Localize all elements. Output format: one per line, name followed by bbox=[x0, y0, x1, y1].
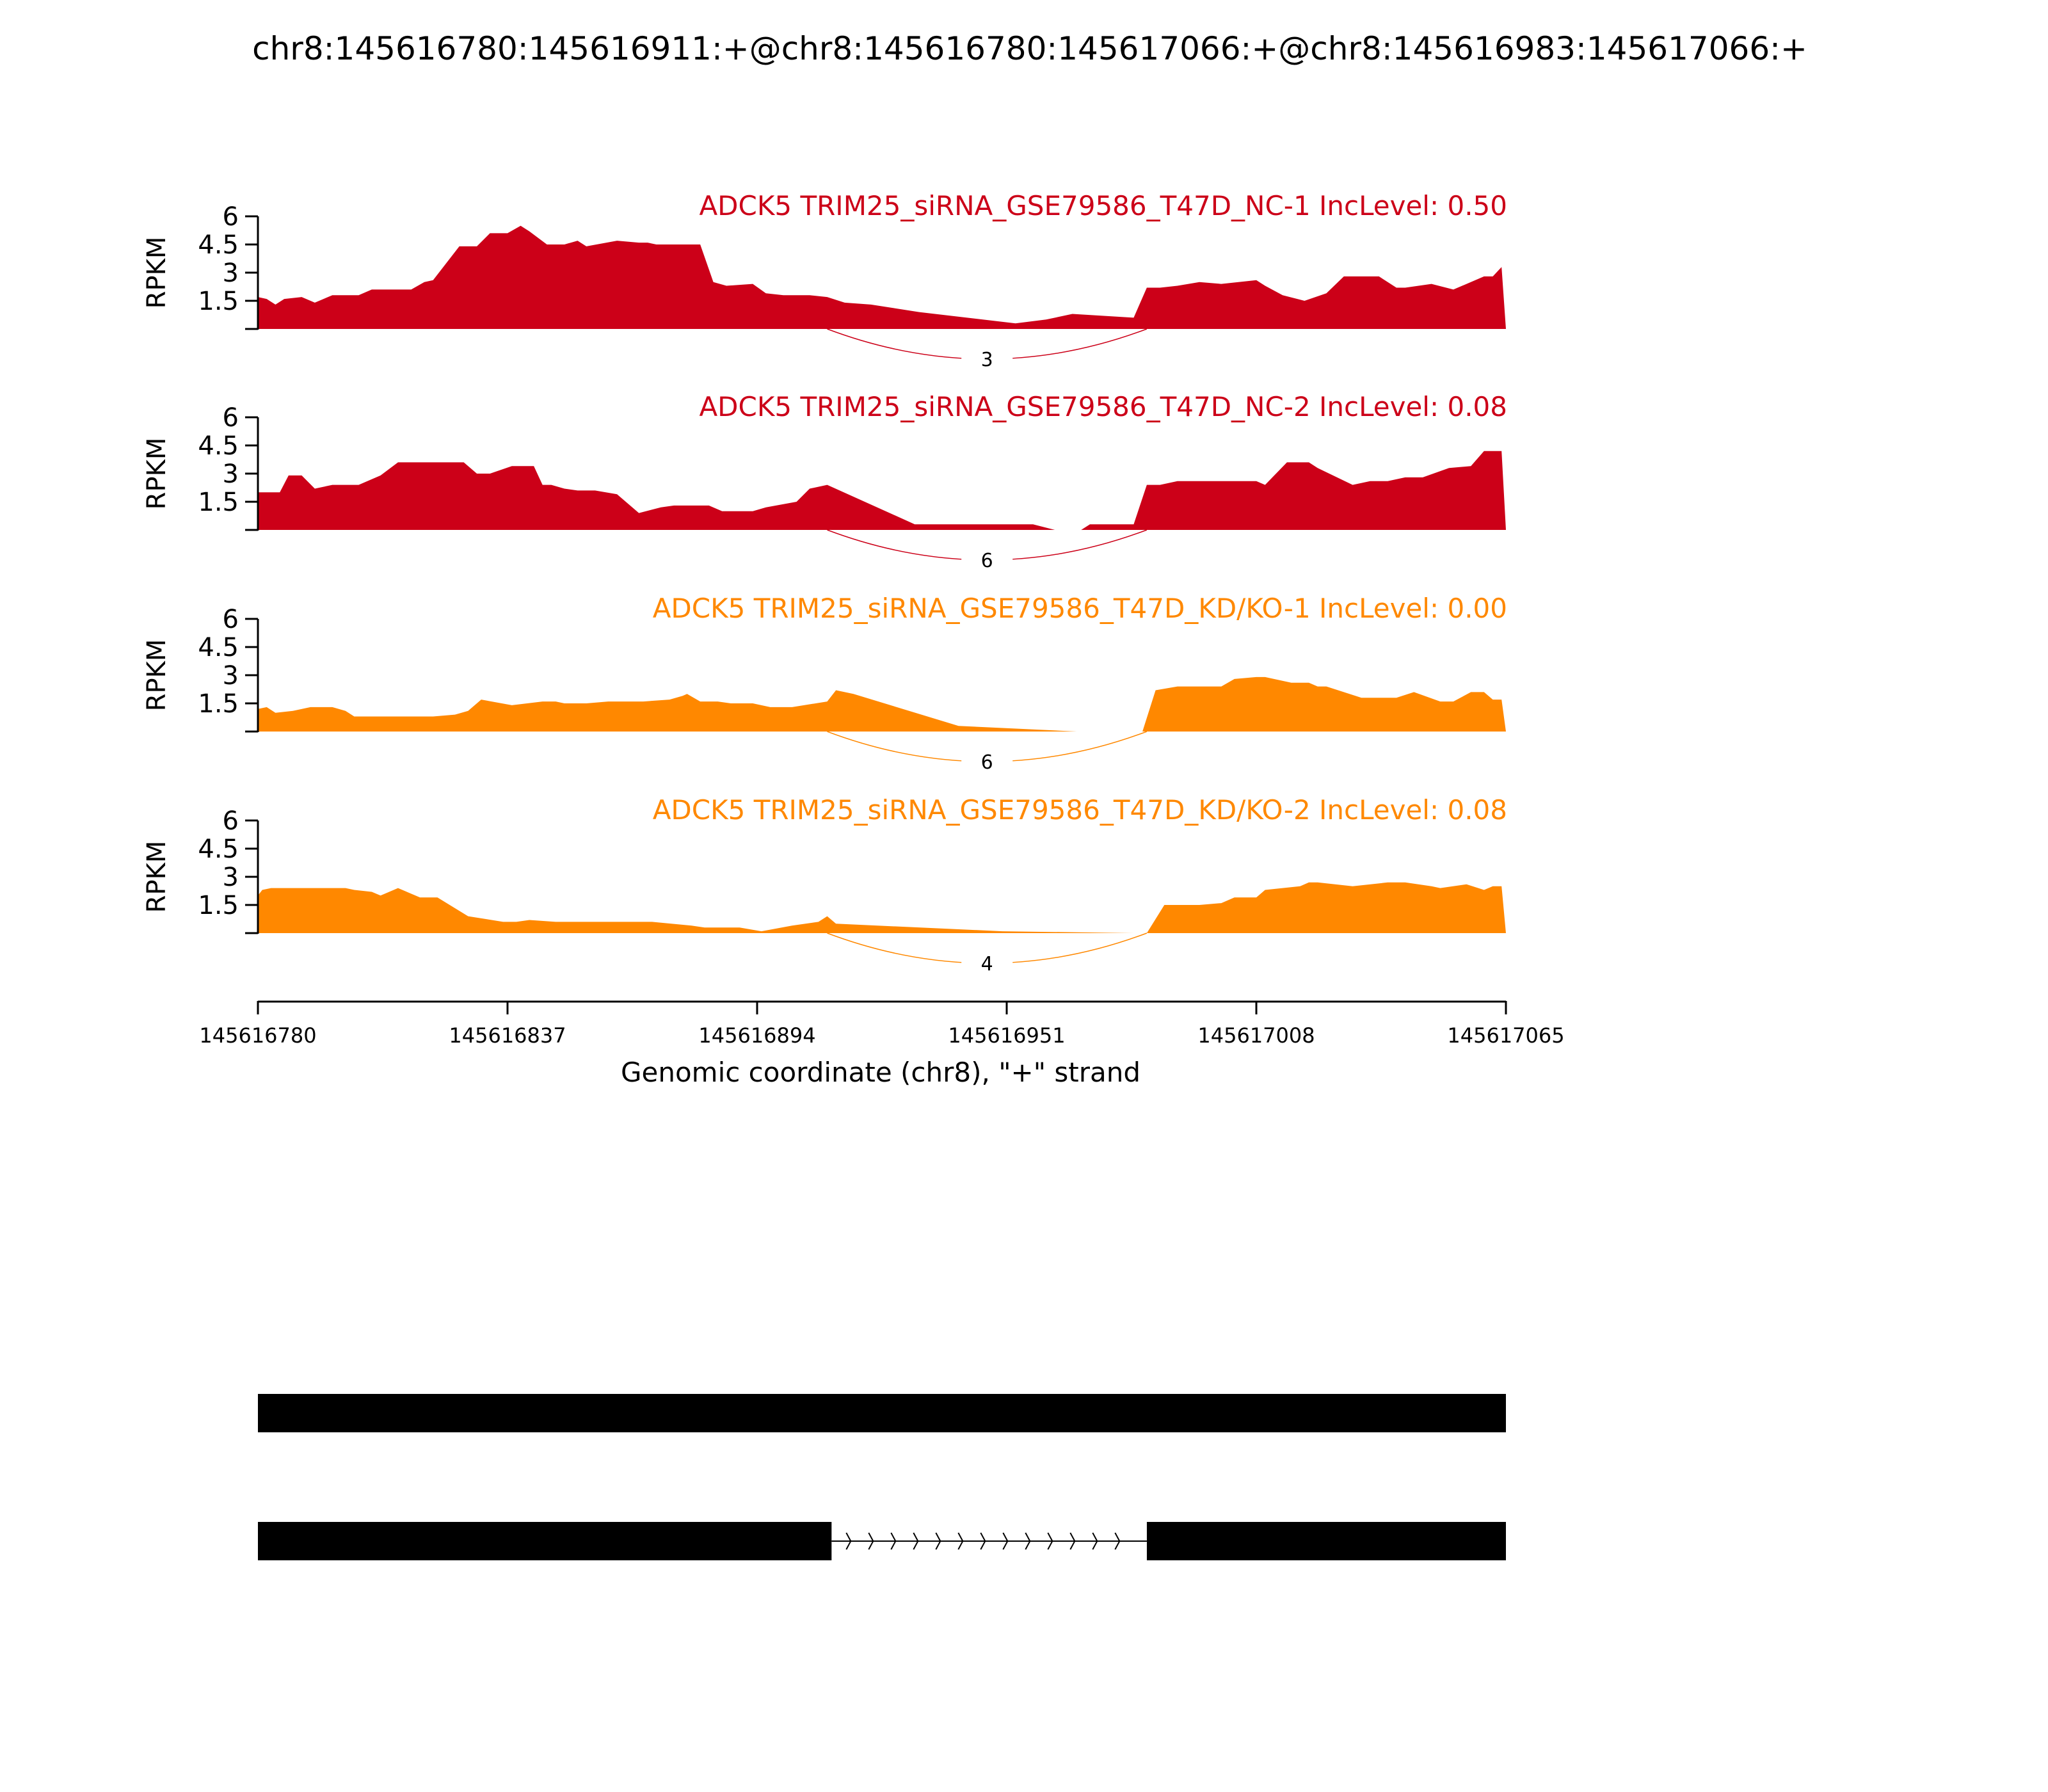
junction-count: 6 bbox=[981, 550, 993, 572]
junction-label-bg bbox=[961, 348, 1013, 370]
sample-label: ADCK5 TRIM25_siRNA_GSE79586_T47D_NC-2 In… bbox=[699, 391, 1507, 422]
isoform-1 bbox=[258, 1394, 1506, 1432]
y-tick-label: 4.5 bbox=[198, 230, 239, 260]
junction-label-bg bbox=[961, 751, 1013, 772]
y-tick-label: 6 bbox=[223, 605, 239, 634]
exon-block bbox=[258, 1522, 832, 1560]
coverage-area bbox=[258, 451, 1506, 530]
y-tick-label: 4.5 bbox=[198, 633, 239, 662]
y-tick-label: 1.5 bbox=[198, 891, 239, 920]
x-tick-label: 145616951 bbox=[948, 1023, 1065, 1048]
strand-arrow bbox=[1047, 1532, 1053, 1550]
y-axis-label: RPKM bbox=[142, 237, 172, 309]
x-axis: 145616780 145616837 145616894 145616951 1456… bbox=[199, 1000, 1565, 1048]
junction-count: 3 bbox=[981, 349, 993, 371]
sample-label: ADCK5 TRIM25_siRNA_GSE79586_T47D_NC-1 In… bbox=[699, 190, 1507, 221]
exon-block bbox=[1146, 1522, 1506, 1560]
strand-arrow bbox=[845, 1532, 852, 1550]
sample-label: ADCK5 TRIM25_siRNA_GSE79586_T47D_KD/KO-2… bbox=[653, 794, 1507, 826]
y-axis-label: RPKM bbox=[142, 841, 172, 913]
junction-label-bg bbox=[961, 549, 1013, 571]
y-tick-label: 6 bbox=[223, 202, 239, 232]
x-tick-label: 145616837 bbox=[449, 1023, 566, 1048]
y-tick-label: 3 bbox=[223, 259, 239, 288]
x-tick-label: 145616780 bbox=[199, 1023, 316, 1048]
strand-arrow bbox=[1114, 1532, 1121, 1550]
junction-label-bg bbox=[961, 952, 1013, 974]
y-tick-label: 4.5 bbox=[198, 431, 239, 461]
strand-arrow bbox=[1002, 1532, 1009, 1550]
y-axis-label: RPKM bbox=[142, 639, 172, 712]
sample-label: ADCK5 TRIM25_siRNA_GSE79586_T47D_KD/KO-1… bbox=[653, 593, 1507, 624]
y-tick-label: 3 bbox=[223, 863, 239, 892]
strand-arrow bbox=[1069, 1532, 1076, 1550]
junction-count: 6 bbox=[981, 751, 993, 774]
coverage-area bbox=[258, 225, 1506, 329]
coverage-track-4: 1.534.56 RPKM ADCK5 TRIM25_siRNA_GSE79586_… bbox=[142, 794, 1507, 975]
strand-arrow bbox=[868, 1532, 874, 1550]
strand-arrow bbox=[980, 1532, 986, 1550]
isoform-2 bbox=[258, 1522, 1506, 1560]
strand-arrow bbox=[1025, 1532, 1031, 1550]
figure-title: chr8:145616780:145616911:+@chr8:14561678… bbox=[252, 30, 1807, 67]
y-tick-label: 1.5 bbox=[198, 689, 239, 719]
x-tick-label: 145617065 bbox=[1447, 1023, 1564, 1048]
x-tick-label: 145617008 bbox=[1197, 1023, 1315, 1048]
y-tick-label: 3 bbox=[223, 661, 239, 691]
y-axis-label: RPKM bbox=[142, 438, 172, 510]
y-tick-label: 3 bbox=[223, 460, 239, 489]
strand-arrow bbox=[1092, 1532, 1098, 1550]
y-tick-label: 4.5 bbox=[198, 835, 239, 864]
strand-arrow bbox=[890, 1532, 897, 1550]
x-tick-label: 145616894 bbox=[698, 1023, 815, 1048]
coverage-area bbox=[258, 882, 1506, 933]
y-tick-label: 1.5 bbox=[198, 488, 239, 517]
strand-arrow bbox=[935, 1532, 941, 1550]
junction-count: 4 bbox=[981, 953, 993, 975]
strand-arrow bbox=[957, 1532, 964, 1550]
y-tick-label: 6 bbox=[223, 403, 239, 433]
x-axis-label: Genomic coordinate (chr8), "+" strand bbox=[621, 1057, 1140, 1088]
coverage-area bbox=[258, 676, 1506, 732]
isoform-models bbox=[258, 1394, 1506, 1560]
y-tick-label: 1.5 bbox=[198, 287, 239, 316]
y-tick-label: 6 bbox=[223, 806, 239, 836]
strand-arrow bbox=[913, 1532, 919, 1550]
exon-block bbox=[258, 1394, 1506, 1432]
